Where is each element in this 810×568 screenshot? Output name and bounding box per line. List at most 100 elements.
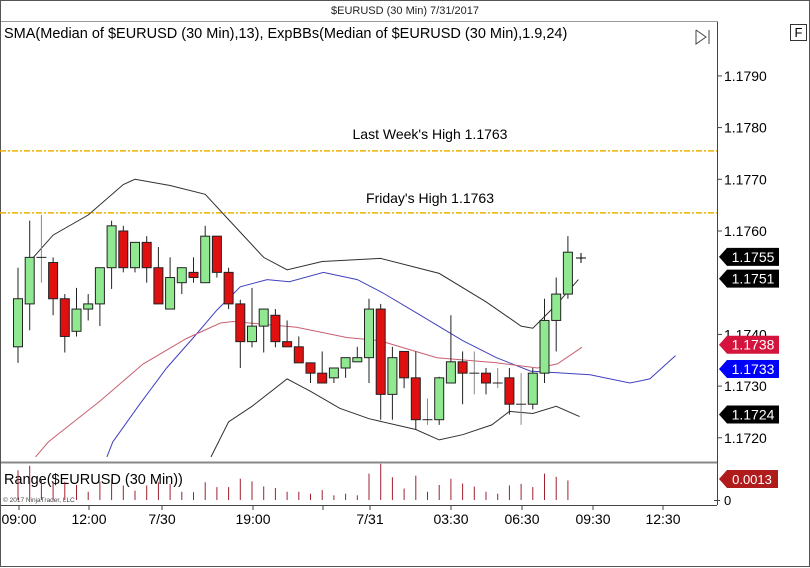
candle — [305, 362, 316, 383]
candle — [223, 267, 234, 310]
candle — [13, 267, 23, 363]
candle-body-up — [130, 241, 140, 269]
candle-body-up — [106, 225, 117, 269]
price-tag: 1.1751 — [719, 269, 779, 288]
price-tag-shape — [719, 247, 779, 266]
candle-body-up — [328, 367, 339, 379]
candle-body-down — [235, 303, 246, 343]
candle-body-down — [481, 372, 491, 384]
candle — [340, 357, 351, 378]
price-tag-label: 1.1733 — [732, 361, 775, 377]
candle — [527, 368, 538, 410]
price-tag-shape — [719, 269, 779, 288]
skip-to-end-icon[interactable] — [695, 29, 710, 45]
price-tag: 1.1724 — [719, 405, 779, 424]
candle-body-up — [200, 235, 211, 284]
candle — [364, 298, 374, 383]
candle-body-up — [352, 357, 363, 363]
candle — [83, 294, 94, 321]
svg-text:0.0013: 0.0013 — [732, 472, 772, 487]
window-title: $EURUSD (30 Min) 7/31/2017 — [331, 5, 479, 17]
time-tick-label: 7/30 — [148, 511, 175, 527]
candle — [200, 225, 211, 284]
candle — [352, 346, 363, 363]
candle-body-up — [527, 372, 538, 405]
price-tag-shape — [719, 335, 779, 354]
candle — [457, 351, 468, 405]
candle — [551, 277, 562, 352]
candle — [188, 257, 199, 283]
candle — [317, 351, 328, 384]
candle — [165, 257, 176, 310]
range-value-tag: 0.0013 — [719, 470, 778, 488]
candle — [504, 368, 515, 415]
candle — [247, 287, 257, 348]
candle — [24, 220, 35, 331]
candle-body-up — [83, 303, 94, 310]
crosshair-cursor-icon — [576, 253, 586, 263]
candle-body-down — [293, 346, 304, 364]
candle-body-up — [387, 357, 398, 395]
candle-body-down — [457, 361, 468, 374]
candle — [176, 267, 187, 295]
candle — [94, 267, 105, 327]
f-button[interactable]: F — [790, 24, 807, 41]
candle — [492, 368, 503, 389]
friday-high-label: Friday's High 1.1763 — [366, 190, 494, 206]
price-tag-label: 1.1755 — [732, 249, 775, 265]
candle-body-up — [94, 267, 105, 305]
time-tick-label: 09:30 — [575, 511, 610, 527]
candle-body-down — [118, 230, 129, 269]
candle — [399, 350, 410, 389]
price-tag-label: 1.1724 — [732, 407, 775, 423]
candle-body-up — [71, 308, 82, 332]
candle — [422, 398, 433, 425]
candle-body-up — [539, 319, 550, 374]
candle — [153, 247, 164, 305]
sma-line — [35, 320, 583, 458]
candle-body-up — [247, 325, 257, 343]
candle-body-down — [188, 271, 199, 279]
candle-body-down — [317, 372, 328, 384]
price-tag-label: 1.1751 — [732, 271, 775, 287]
candle-body-up — [13, 298, 23, 348]
candle — [141, 236, 152, 283]
candle-body-down — [410, 377, 421, 421]
candle — [562, 236, 573, 299]
candle — [410, 351, 421, 430]
candle — [469, 351, 480, 395]
price-tick-label: 1.1760 — [724, 223, 767, 239]
candle-body-down — [270, 314, 281, 343]
price-tag: 1.1738 — [719, 335, 779, 354]
candle-body-up — [434, 377, 445, 421]
candle — [539, 298, 550, 383]
last-week-high-label: Last Week's High 1.1763 — [353, 126, 508, 142]
candle — [258, 308, 269, 353]
time-tick-label: 12:00 — [71, 511, 106, 527]
candle-body-down — [399, 350, 410, 379]
candle — [445, 315, 456, 384]
time-tick-label: 12:30 — [645, 511, 680, 527]
candle — [48, 257, 59, 316]
time-tick-label: 03:30 — [433, 511, 468, 527]
candle-body-down — [282, 341, 293, 348]
candle — [270, 309, 281, 348]
time-tick-label: 09:00 — [1, 511, 36, 527]
candle-body-down — [153, 267, 164, 305]
candle-body-down — [504, 377, 515, 405]
candle — [293, 336, 304, 364]
candle-body-up — [176, 267, 187, 284]
candle — [282, 320, 293, 348]
candle-body-up — [445, 361, 456, 384]
range-label: Range($EURUSD (30 Min)) — [4, 472, 183, 488]
upper-band-line — [29, 178, 579, 329]
candle — [328, 367, 339, 383]
candle — [130, 241, 140, 273]
mid-line — [106, 271, 676, 458]
candle — [375, 303, 386, 420]
candle-body-down — [141, 241, 152, 269]
candle-body-up — [364, 308, 374, 359]
candle-body-up — [24, 256, 35, 305]
price-tag-shape — [719, 405, 779, 424]
